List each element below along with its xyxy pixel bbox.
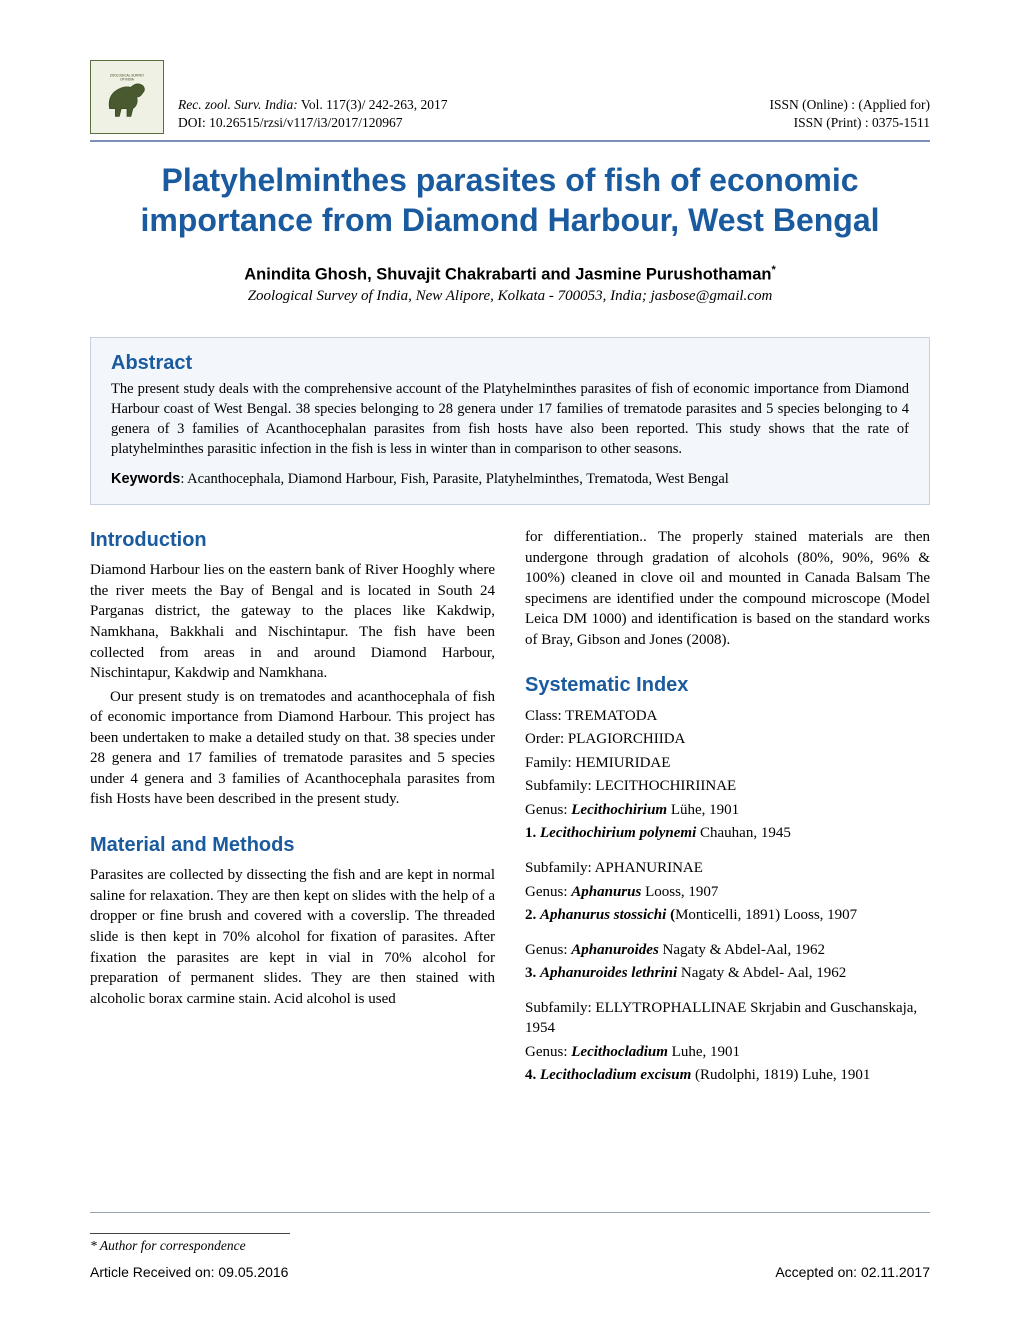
right-column: for differentiation.. The properly stain… xyxy=(525,527,930,1100)
authors-line: Anindita Ghosh, Shuvajit Chakrabarti and… xyxy=(90,264,930,285)
issn-print: ISSN (Print) : 0375-1511 xyxy=(770,114,930,132)
species-name: Aphanurus stossichi xyxy=(540,907,670,923)
correspondence-note: * Author for correspondence xyxy=(90,1238,930,1254)
authors-names: Anindita Ghosh, Shuvajit Chakrabarti and… xyxy=(244,265,771,283)
intro-paragraph-2: Our present study is on trematodes and a… xyxy=(90,687,495,810)
corr-asterisk: * xyxy=(771,264,775,276)
genus-auth: Lühe, 1901 xyxy=(667,802,739,818)
taxon-block-4: Subfamily: ELLYTROPHALLINAE Skrjabin and… xyxy=(525,998,930,1086)
species-line: 2. Aphanurus stossichi ((Monticelli, 189… xyxy=(525,905,930,926)
intro-heading: Introduction xyxy=(90,527,495,554)
received-date: Article Received on: 09.05.2016 xyxy=(90,1264,288,1280)
genus-name: Lecithocladium xyxy=(571,1044,668,1060)
genus-auth: Nagaty & Abdel-Aal, 1962 xyxy=(659,942,825,958)
article-title: Platyhelminthes parasites of fish of eco… xyxy=(90,160,930,240)
genus-prefix: Genus: xyxy=(525,1044,571,1060)
page-footer: * Author for correspondence Article Rece… xyxy=(90,1212,930,1280)
species-name: Aphanuroides lethrini xyxy=(540,965,677,981)
genus-prefix: Genus: xyxy=(525,942,571,958)
abstract-text: The present study deals with the compreh… xyxy=(111,379,909,459)
species-num: 2. xyxy=(525,907,540,923)
genus-name: Lecithochirium xyxy=(571,802,667,818)
affiliation-line: Zoological Survey of India, New Alipore,… xyxy=(90,288,930,305)
methods-paragraph-2: for differentiation.. The properly stain… xyxy=(525,527,930,650)
methods-heading: Material and Methods xyxy=(90,832,495,859)
genus-line: Genus: Lecithochirium Lühe, 1901 xyxy=(525,800,930,821)
species-num: 4. xyxy=(525,1067,540,1083)
family-line: Family: HEMIURIDAE xyxy=(525,753,930,774)
journal-meta-left: Rec. zool. Surv. India: Vol. 117(3)/ 242… xyxy=(178,96,448,132)
taxon-block-2: Subfamily: APHANURINAE Genus: Aphanurus … xyxy=(525,858,930,926)
taxon-block-1: Class: TREMATODA Order: PLAGIORCHIIDA Fa… xyxy=(525,706,930,844)
genus-line: Genus: Aphanuroides Nagaty & Abdel-Aal, … xyxy=(525,940,930,961)
genus-auth: Luhe, 1901 xyxy=(668,1044,740,1060)
subfamily-line: Subfamily: ELLYTROPHALLINAE Skrjabin and… xyxy=(525,998,930,1039)
species-line: 3. Aphanuroides lethrini Nagaty & Abdel-… xyxy=(525,963,930,984)
abstract-heading: Abstract xyxy=(111,352,909,375)
keywords-line: Keywords: Acanthocephala, Diamond Harbou… xyxy=(111,471,909,488)
genus-name: Aphanurus xyxy=(571,884,641,900)
genus-prefix: Genus: xyxy=(525,884,571,900)
subfamily-line: Subfamily: LECITHOCHIRIINAE xyxy=(525,776,930,797)
species-line: 4. Lecithocladium excisum (Rudolphi, 181… xyxy=(525,1065,930,1086)
journal-ref-value: Vol. 117(3)/ 242-263, 2017 xyxy=(298,97,448,112)
order-line: Order: PLAGIORCHIIDA xyxy=(525,729,930,750)
journal-ref-prefix: Rec. zool. Surv. India: xyxy=(178,97,298,112)
abstract-box: Abstract The present study deals with th… xyxy=(90,337,930,505)
class-line: Class: TREMATODA xyxy=(525,706,930,727)
taxon-block-3: Genus: Aphanuroides Nagaty & Abdel-Aal, … xyxy=(525,940,930,984)
left-column: Introduction Diamond Harbour lies on the… xyxy=(90,527,495,1100)
genus-line: Genus: Aphanurus Looss, 1907 xyxy=(525,882,930,903)
journal-meta-right: ISSN (Online) : (Applied for) ISSN (Prin… xyxy=(770,96,930,132)
footnote-rule xyxy=(90,1233,290,1234)
accepted-date: Accepted on: 02.11.2017 xyxy=(775,1264,930,1280)
svg-text:OF INDIA: OF INDIA xyxy=(120,78,135,82)
journal-header: ZOOLOGICAL SURVEY OF INDIA Rec. zool. Su… xyxy=(90,60,930,134)
body-columns: Introduction Diamond Harbour lies on the… xyxy=(90,527,930,1100)
species-num: 1. xyxy=(525,825,540,841)
genus-name: Aphanuroides xyxy=(571,942,659,958)
species-auth: Nagaty & Abdel- Aal, 1962 xyxy=(677,965,846,981)
keywords-values: : Acanthocephala, Diamond Harbour, Fish,… xyxy=(180,471,729,487)
genus-auth: Looss, 1907 xyxy=(641,884,718,900)
footer-rule xyxy=(90,1212,930,1213)
methods-paragraph-1: Parasites are collected by dissecting th… xyxy=(90,865,495,1009)
species-auth: (Rudolphi, 1819) Luhe, 1901 xyxy=(691,1067,870,1083)
species-name: Lecithocladium excisum xyxy=(540,1067,691,1083)
genus-line: Genus: Lecithocladium Luhe, 1901 xyxy=(525,1042,930,1063)
species-name: Lecithochirium polynemi xyxy=(540,825,696,841)
subfamily-line: Subfamily: APHANURINAE xyxy=(525,858,930,879)
genus-prefix: Genus: xyxy=(525,802,571,818)
species-line: 1. Lecithochirium polynemi Chauhan, 1945 xyxy=(525,823,930,844)
keywords-label: Keywords xyxy=(111,471,180,487)
species-auth: Chauhan, 1945 xyxy=(696,825,791,841)
animal-icon: ZOOLOGICAL SURVEY OF INDIA xyxy=(98,68,156,126)
doi-text: DOI: 10.26515/rzsi/v117/i3/2017/120967 xyxy=(178,114,448,132)
intro-paragraph-1: Diamond Harbour lies on the eastern bank… xyxy=(90,560,495,683)
header-rule xyxy=(90,140,930,142)
systematic-heading: Systematic Index xyxy=(525,672,930,699)
zsi-logo: ZOOLOGICAL SURVEY OF INDIA xyxy=(90,60,164,134)
issn-online: ISSN (Online) : (Applied for) xyxy=(770,96,930,114)
species-num: 3. xyxy=(525,965,540,981)
